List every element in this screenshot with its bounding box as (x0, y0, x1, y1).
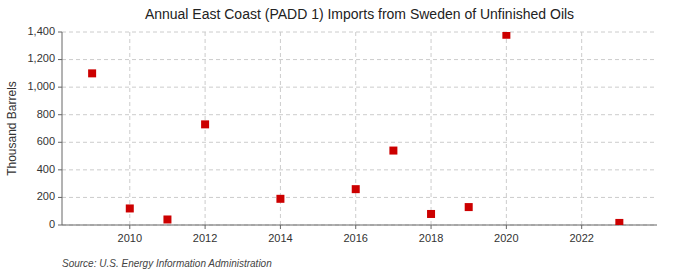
y-tick (58, 142, 62, 143)
y-tick-label: 600 (37, 135, 55, 147)
y-axis: 0 200 400 600 800 1,000 1,200 1,400 (27, 25, 62, 230)
y-tick (58, 114, 62, 115)
grid (62, 32, 657, 225)
y-grid-line (62, 142, 657, 143)
x-tick (205, 225, 206, 229)
x-tick-label: 2012 (193, 232, 217, 244)
y-tick-label: 800 (37, 108, 55, 120)
y-axis-label: Thousand Barrels (5, 81, 19, 176)
y-grid-line (62, 32, 657, 33)
data-point (126, 204, 134, 212)
x-tick (506, 225, 507, 229)
x-tick (129, 225, 130, 229)
x-axis: 2010 2012 2014 2016 2018 2020 2022 (118, 225, 594, 244)
x-tick (581, 225, 582, 229)
data-point (465, 203, 473, 211)
x-tick-label: 2022 (569, 232, 593, 244)
chart-title: Annual East Coast (PADD 1) Imports from … (145, 6, 574, 22)
x-tick (280, 225, 281, 229)
data-point (88, 69, 96, 77)
y-tick (58, 197, 62, 198)
data-point (502, 32, 510, 39)
data-point (615, 219, 623, 225)
y-tick (58, 169, 62, 170)
x-tick-label: 2014 (268, 232, 292, 244)
x-grid-line (431, 32, 432, 225)
x-tick-label: 2010 (118, 232, 142, 244)
y-tick-label: 1,200 (27, 52, 55, 64)
y-grid-line (62, 59, 657, 60)
x-grid-line (129, 32, 130, 225)
x-grid-line (355, 32, 356, 225)
x-tick-label: 2018 (419, 232, 443, 244)
y-grid-line (62, 197, 657, 198)
data-points (88, 32, 623, 225)
x-tick (355, 225, 356, 229)
x-tick (431, 225, 432, 229)
y-tick-label: 1,000 (27, 80, 55, 92)
y-grid-line (62, 225, 657, 226)
chart: 0 200 400 600 800 1,000 1,200 1,400 2010 2012 2014… (0, 0, 675, 275)
chart-container: 0 200 400 600 800 1,000 1,200 1,400 2010 2012 2014… (0, 0, 675, 275)
x-grid-line (581, 32, 582, 225)
y-tick (58, 87, 62, 88)
x-grid-line (205, 32, 206, 225)
data-point (201, 120, 209, 128)
x-axis-line (62, 225, 657, 226)
y-tick (58, 225, 62, 226)
data-point (163, 215, 171, 223)
y-grid-line (62, 87, 657, 88)
data-point (427, 210, 435, 218)
source-note: Source: U.S. Energy Information Administ… (62, 258, 272, 269)
y-tick-label: 200 (37, 190, 55, 202)
x-tick-label: 2020 (494, 232, 518, 244)
data-point (276, 195, 284, 203)
y-tick (58, 59, 62, 60)
y-tick (58, 32, 62, 33)
y-axis-line (62, 32, 63, 225)
y-grid-line (62, 169, 657, 170)
y-tick-label: 400 (37, 163, 55, 175)
data-point (352, 185, 360, 193)
y-tick-label: 0 (49, 218, 55, 230)
data-point (389, 147, 397, 155)
x-tick-label: 2016 (343, 232, 367, 244)
y-grid-line (62, 114, 657, 115)
x-grid-line (506, 32, 507, 225)
y-tick-label: 1,400 (27, 25, 55, 37)
